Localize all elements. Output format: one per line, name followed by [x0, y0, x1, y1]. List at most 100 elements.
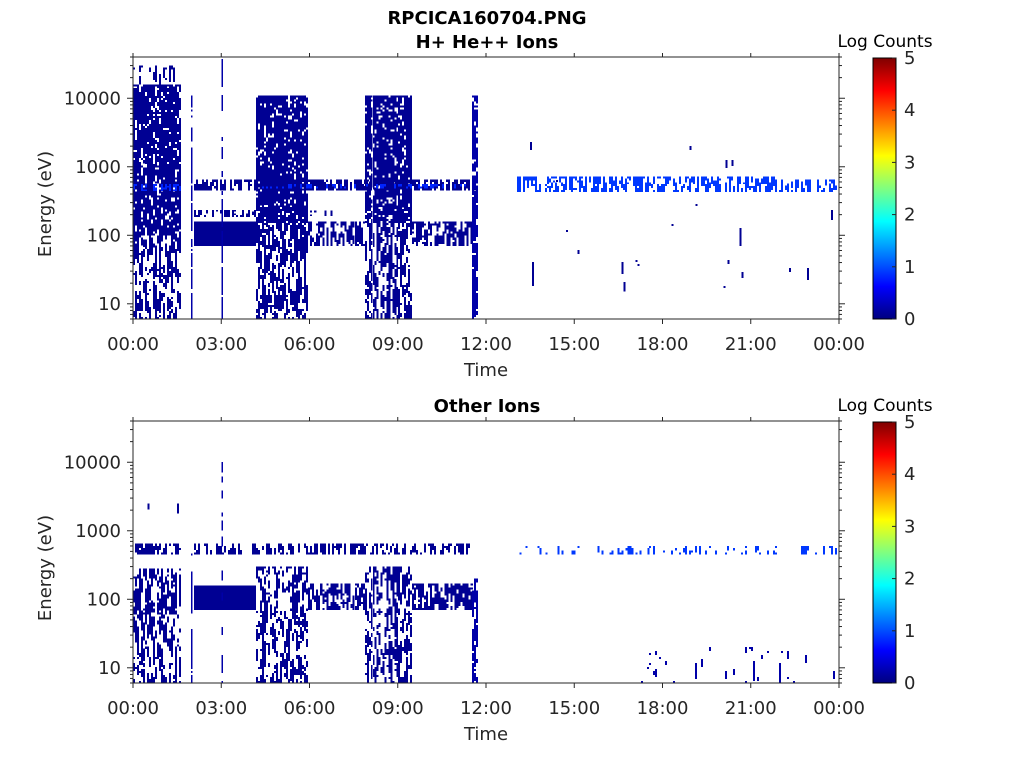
- spectrogram-cell: [179, 185, 182, 192]
- spectrogram-cell: [384, 243, 387, 254]
- spectrogram-cell: [221, 191, 224, 195]
- spectrogram-cell: [374, 576, 377, 585]
- spectrogram-cell: [388, 628, 391, 631]
- spectrogram-cell: [139, 253, 142, 256]
- spectrogram-cell: [167, 568, 170, 573]
- spectrogram-cell: [456, 231, 459, 238]
- spectrogram-cell: [294, 184, 297, 187]
- spectrogram-cell: [153, 608, 156, 613]
- spectrogram-cell: [705, 550, 708, 555]
- spectrogram-cell: [404, 95, 407, 130]
- spectrogram-cell: [290, 119, 293, 132]
- spectrogram-cell: [392, 289, 395, 314]
- spectrogram-cell: [580, 180, 583, 189]
- spectrogram-cell: [420, 186, 423, 189]
- spectrogram-cell: [434, 545, 437, 555]
- spectrogram-cell: [296, 187, 299, 216]
- spectrogram-cell: [404, 155, 407, 158]
- spectrogram-cell: [290, 660, 293, 667]
- spectrogram-cell: [745, 681, 748, 683]
- spectrogram-cell: [531, 261, 534, 286]
- spectrogram-cell: [169, 590, 172, 597]
- spectrogram-cell: [256, 624, 259, 627]
- spectrogram-cell: [221, 171, 224, 177]
- spectrogram-cell: [262, 275, 265, 310]
- spectrogram-cell: [382, 550, 385, 555]
- spectrogram-cell: [411, 237, 414, 244]
- spectrogram-cell: [350, 243, 353, 246]
- spectrogram-cell: [574, 188, 577, 190]
- spectrogram-cell: [195, 550, 198, 555]
- spectrogram-cell: [448, 543, 451, 553]
- spectrogram-cell: [141, 251, 144, 278]
- spectrogram-cell: [294, 165, 297, 170]
- spectrogram-cell: [145, 604, 148, 615]
- spectrogram-cell: [750, 186, 753, 189]
- spectrogram-cell: [434, 593, 437, 604]
- spectrogram-cell: [280, 652, 283, 657]
- spectrogram-cell: [190, 249, 193, 252]
- spectrogram-cell: [620, 176, 623, 189]
- spectrogram-cell: [414, 179, 417, 191]
- spectrogram-cell: [610, 176, 613, 192]
- spectrogram-cell: [458, 229, 461, 246]
- spectrogram-cell: [402, 185, 405, 208]
- spectrogram-cell: [153, 616, 156, 627]
- spectrogram-cell: [268, 592, 271, 595]
- spectrogram-cell: [171, 592, 174, 615]
- spectrogram-cell: [370, 632, 373, 637]
- spectrogram-cell: [334, 221, 337, 224]
- spectrogram-cell: [408, 207, 411, 218]
- spectrogram-cell: [268, 283, 271, 288]
- spectrogram-cell: [153, 243, 156, 248]
- spectrogram-cell: [394, 235, 397, 238]
- spectrogram-cell: [368, 213, 371, 220]
- spectrogram-cell: [302, 618, 305, 627]
- spectrogram-cell: [386, 543, 389, 551]
- spectrogram-cell: [279, 543, 282, 551]
- spectrogram-cell: [274, 291, 277, 310]
- spectrogram-cell: [380, 211, 383, 222]
- spectrogram-cell: [386, 95, 389, 108]
- spectrogram-cell: [258, 267, 261, 290]
- spectrogram-cell: [374, 273, 377, 292]
- spectrogram-cell: [404, 139, 407, 146]
- spectrogram-cell: [155, 108, 158, 138]
- spectrogram-cell: [370, 173, 373, 188]
- spectrogram-cell: [404, 289, 407, 296]
- spectrogram-cell: [190, 239, 193, 248]
- spectrogram-cell: [268, 305, 271, 308]
- spectrogram-cell: [151, 543, 154, 555]
- spectrogram-cell: [147, 624, 150, 639]
- spectrogram-cell: [466, 221, 469, 246]
- spectrogram-cell: [159, 612, 162, 615]
- spectrogram-cell: [135, 127, 137, 130]
- spectrogram-cell: [761, 655, 764, 660]
- figure-title: RPCICA160704.PNG: [387, 8, 586, 29]
- spectrogram-cell: [306, 171, 309, 190]
- spectrogram-cell: [139, 568, 142, 615]
- spectrogram-cell: [366, 184, 369, 187]
- spectrogram-cell: [290, 193, 293, 198]
- spectrogram-cell: [149, 124, 152, 156]
- spectrogram-cell: [296, 614, 299, 619]
- spectrogram-cell: [796, 179, 799, 188]
- spectrogram-cell: [366, 301, 369, 312]
- spectrogram-cell: [173, 674, 176, 679]
- spectrogram-cell: [300, 141, 303, 172]
- spectrogram-cell: [139, 161, 142, 230]
- spectrogram-cell: [133, 311, 135, 318]
- spectrogram-cell: [723, 285, 726, 288]
- spectrogram-cell: [302, 237, 305, 260]
- spectrogram-cell: [260, 207, 263, 224]
- spectrogram-cell: [165, 184, 168, 190]
- spectrogram-cell: [334, 583, 337, 596]
- spectrogram-cell: [392, 277, 395, 284]
- spectrogram-cell: [153, 112, 156, 115]
- spectrogram-cell: [364, 153, 367, 188]
- spectrogram-cell: [392, 263, 395, 270]
- spectrogram-cell: [464, 227, 467, 236]
- spectrogram-cell: [133, 662, 135, 671]
- spectrogram-cell: [135, 191, 137, 202]
- spectrogram-cell: [400, 105, 403, 108]
